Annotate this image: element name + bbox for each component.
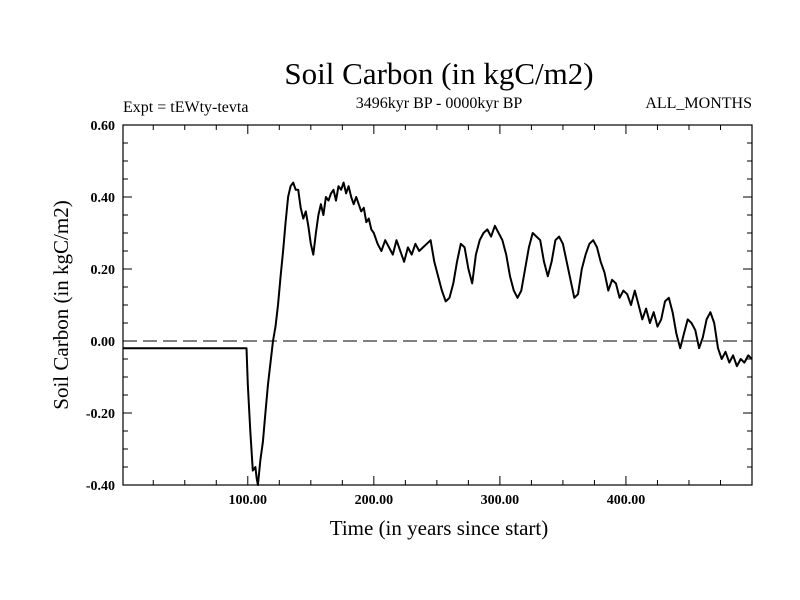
time-range-label: 3496kyr BP - 0000kyr BP (356, 95, 523, 112)
series-line-soil-carbon (123, 181, 753, 486)
y-tick-label: 0.40 (91, 191, 116, 206)
y-tick-label: 0.20 (91, 263, 116, 278)
y-tick-label: -0.20 (86, 407, 115, 422)
y-axis-label: Soil Carbon (in kgC/m2) (49, 200, 73, 409)
x-axis-label: Time (in years since start) (330, 516, 549, 540)
months-label: ALL_MONTHS (645, 95, 752, 112)
y-tick-label: 0.60 (91, 119, 116, 134)
plot-frame (122, 124, 753, 486)
x-tick-label: 300.00 (481, 493, 520, 508)
x-tick-label: 200.00 (355, 493, 394, 508)
chart-title: Soil Carbon (in kgC/m2) (284, 56, 593, 91)
y-tick-label: 0.00 (91, 335, 116, 350)
experiment-label: Expt = tEWty-tevta (123, 99, 248, 116)
x-tick-label: 100.00 (229, 493, 268, 508)
x-tick-label: 400.00 (607, 493, 646, 508)
y-tick-label: -0.40 (86, 479, 115, 494)
